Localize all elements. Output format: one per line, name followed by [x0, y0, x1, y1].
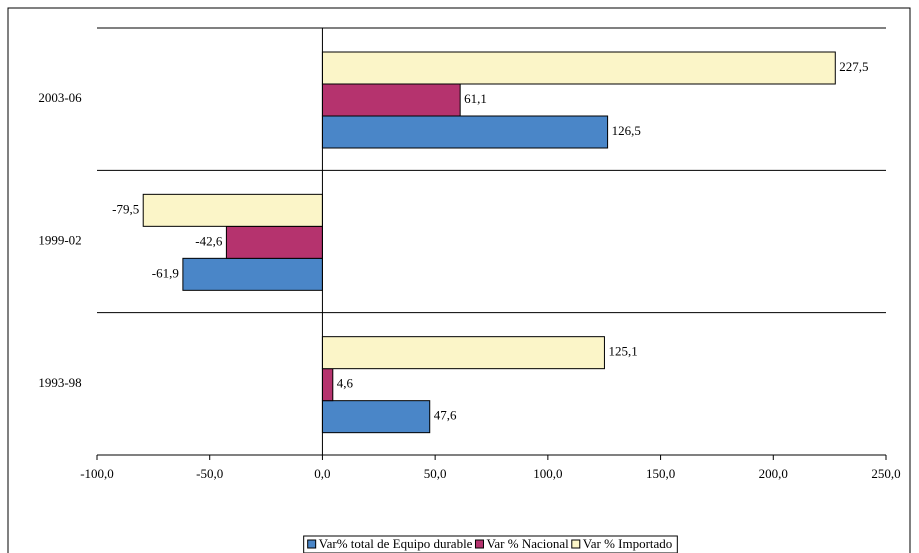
x-tick-label: 100,0	[533, 466, 562, 481]
value-label: 4,6	[337, 376, 354, 391]
value-label: -79,5	[112, 201, 139, 216]
value-label: -61,9	[152, 265, 179, 280]
value-label: 126,5	[612, 123, 641, 138]
legend-label: Var % Importado	[583, 536, 673, 551]
bar	[182, 257, 323, 291]
chart-frame	[7, 7, 911, 553]
value-label: 61,1	[464, 91, 487, 106]
legend-label: Var% total de Equipo durable	[319, 536, 473, 551]
legend-swatch	[474, 539, 484, 549]
legend-box	[303, 535, 678, 553]
legend-label: Var % Nacional	[486, 536, 569, 551]
x-tick-label: -50,0	[196, 466, 223, 481]
value-label: 47,6	[434, 408, 457, 423]
legend-swatch	[571, 539, 581, 549]
x-tick-label: 150,0	[646, 466, 675, 481]
bar	[321, 336, 605, 370]
y-tick-label: 2003-06	[38, 90, 82, 105]
bar	[321, 115, 609, 149]
value-label: -42,6	[195, 233, 223, 248]
bar	[142, 193, 323, 227]
bar	[321, 400, 431, 434]
bar	[321, 83, 461, 117]
x-tick-label: 250,0	[871, 466, 900, 481]
x-tick-label: 50,0	[424, 466, 447, 481]
value-label: 125,1	[608, 344, 637, 359]
y-tick-label: 1999-02	[38, 232, 81, 247]
bar	[225, 225, 323, 259]
bar	[321, 51, 836, 85]
x-tick-label: -100,0	[80, 466, 114, 481]
legend-swatch	[307, 539, 317, 549]
x-tick-label: 200,0	[759, 466, 788, 481]
x-tick-label: 0,0	[314, 466, 330, 481]
y-tick-label: 1993-98	[38, 375, 81, 390]
bar	[321, 368, 334, 402]
value-label: 227,5	[839, 59, 868, 74]
